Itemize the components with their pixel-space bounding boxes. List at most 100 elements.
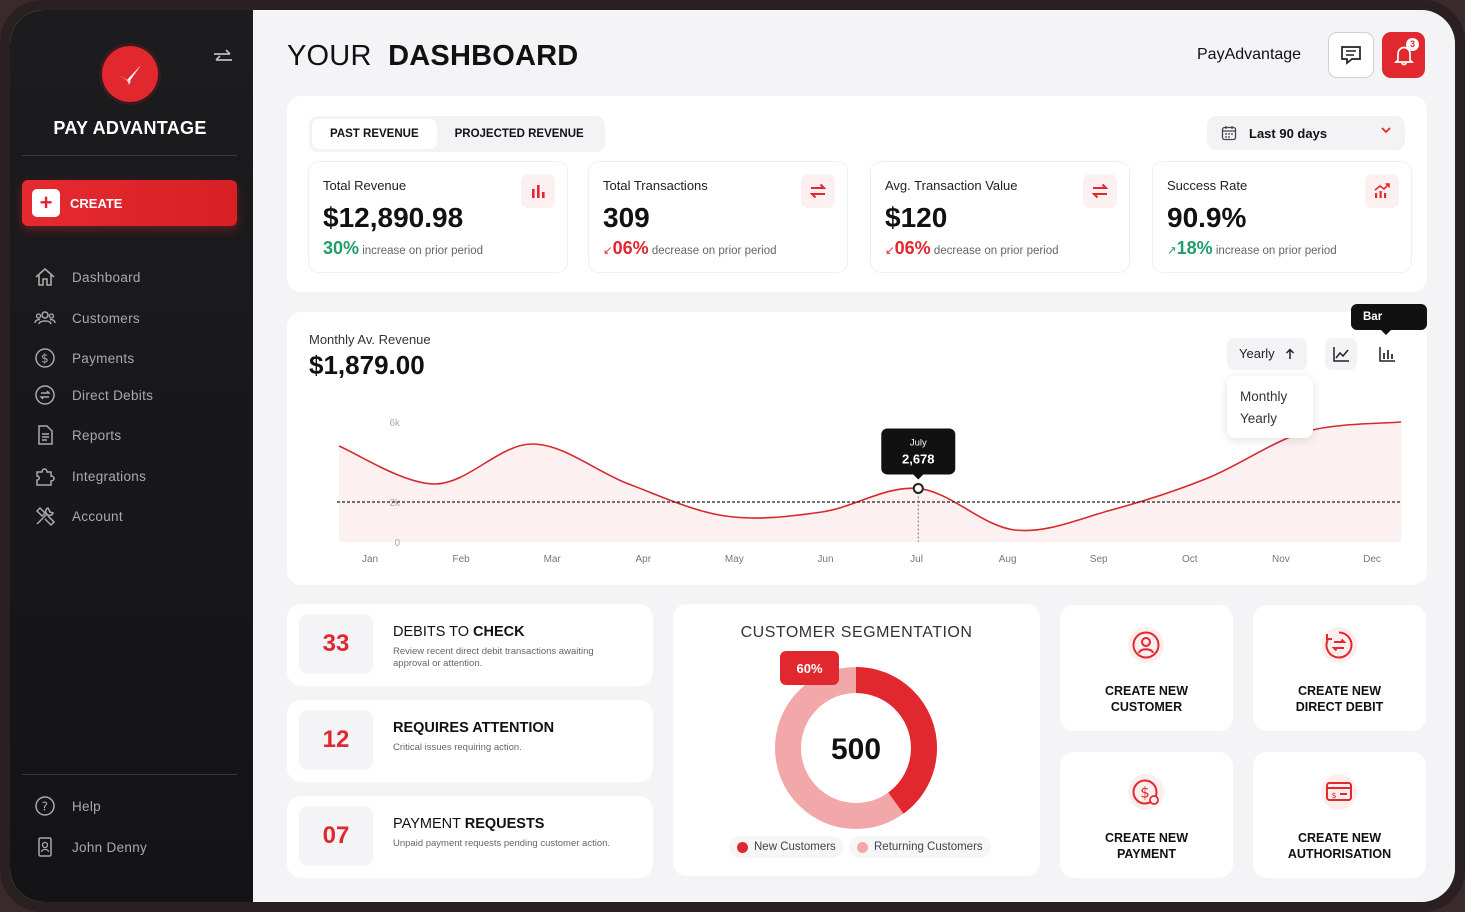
- stat-description: Review recent direct debit transactions …: [393, 646, 594, 669]
- y-tick-label: 2k: [389, 498, 401, 509]
- x-tick-label: Feb: [452, 554, 470, 565]
- header-brand: PayAdvantage: [1197, 46, 1302, 63]
- stat-title: REQUIRES ATTENTION: [393, 720, 555, 736]
- nav-item-customers[interactable]: Customers: [34, 306, 140, 330]
- action-label: CREATE NEW AUTHORISATION: [1287, 831, 1392, 861]
- help-icon: ?: [34, 795, 56, 817]
- tab-projected-revenue[interactable]: PROJECTED REVENUE: [454, 128, 584, 140]
- y-tick-label: 6k: [389, 418, 401, 429]
- action-label: CREATE NEW CUSTOMER: [1104, 684, 1189, 714]
- kpi-delta: ↙06% decrease on prior period: [603, 238, 777, 258]
- nav-label: Integrations: [72, 468, 147, 484]
- brand-logo: [102, 46, 158, 102]
- create-button[interactable]: + CREATE: [22, 180, 237, 226]
- bar-chart-icon: [521, 174, 555, 208]
- highlight-point: [912, 482, 924, 494]
- value-tooltip: [881, 428, 956, 475]
- nav-item-direct-debits[interactable]: Direct Debits: [34, 383, 153, 407]
- kpi-value: 309: [603, 202, 650, 233]
- donut-center: [802, 694, 910, 802]
- stat-description: Unpaid payment requests pending customer…: [393, 838, 611, 849]
- nav-label: Account: [72, 508, 123, 524]
- messages-button[interactable]: [1328, 32, 1374, 78]
- stat-card-attention[interactable]: 12 REQUIRES ATTENTION Critical issues re…: [287, 700, 653, 782]
- card-icon: $: [1321, 774, 1357, 810]
- collapse-sidebar-icon[interactable]: [212, 48, 234, 71]
- x-tick-label: Mar: [544, 554, 562, 565]
- donut-new-segment: [775, 667, 937, 829]
- legend-dot: [737, 841, 748, 853]
- create-authorisation-button[interactable]: $ CREATE NEW AUTHORISATION: [1253, 752, 1426, 878]
- nav-item-dashboard[interactable]: Dashboard: [34, 265, 141, 289]
- help-label: Help: [72, 798, 101, 814]
- date-range-value: Last 90 days: [1249, 125, 1328, 141]
- nav-label: Dashboard: [72, 269, 141, 285]
- bar-chart-toggle[interactable]: [1371, 338, 1403, 370]
- user-circle-icon: [1128, 627, 1164, 663]
- revenue-chart-card: Monthly Av. Revenue $1,879.00 Yearly Mon…: [287, 304, 1427, 585]
- nav-item-payments[interactable]: $ Payments: [34, 346, 134, 370]
- action-label: CREATE NEW PAYMENT: [1104, 831, 1189, 861]
- sidebar-divider: [22, 155, 237, 156]
- period-dropdown-menu: Monthly Yearly: [1227, 376, 1313, 438]
- period-select[interactable]: Yearly: [1227, 338, 1307, 370]
- x-tick-label: Aug: [999, 554, 1017, 565]
- stat-card-payment-requests[interactable]: 07 PAYMENT REQUESTS Unpaid payment reque…: [287, 796, 653, 878]
- transfer-arrows-icon: [1083, 174, 1117, 208]
- nav-item-account[interactable]: Account: [34, 504, 123, 528]
- sidebar: PAY ADVANTAGE + CREATE Dashboard Custome…: [10, 10, 253, 902]
- donut-badge-label: 60%: [796, 661, 822, 676]
- user-profile[interactable]: John Denny: [34, 835, 147, 859]
- create-direct-debit-button[interactable]: CREATE NEW DIRECT DEBIT: [1253, 605, 1426, 731]
- chart-area-fill: [339, 422, 1401, 542]
- document-icon: [34, 424, 56, 446]
- puzzle-icon: [34, 465, 56, 487]
- date-range-select[interactable]: Last 90 days: [1207, 116, 1405, 150]
- x-tick-label: Nov: [1272, 554, 1290, 565]
- app-screen: PAY ADVANTAGE + CREATE Dashboard Custome…: [10, 10, 1455, 902]
- nav-label: Direct Debits: [72, 387, 154, 403]
- kpi-value: 90.9%: [1167, 202, 1247, 233]
- bell-icon: [1393, 46, 1414, 66]
- svg-text:?: ?: [42, 800, 49, 814]
- stat-number: 12: [299, 710, 373, 770]
- kpi-avg-transaction: Avg. Transaction Value $120 ↙06% decreas…: [871, 162, 1129, 272]
- dollar-circle-icon: $: [1128, 774, 1164, 810]
- donut-total: 500: [831, 733, 881, 766]
- nav-item-reports[interactable]: Reports: [34, 423, 121, 447]
- donut-badge: [780, 651, 839, 685]
- kpi-label: Total Transactions: [603, 178, 708, 193]
- x-tick-label: Dec: [1363, 554, 1381, 565]
- create-customer-button[interactable]: CREATE NEW CUSTOMER: [1060, 605, 1233, 731]
- chart-label: Monthly Av. Revenue: [309, 332, 431, 347]
- tooltip-month: July: [910, 437, 927, 448]
- period-option-yearly[interactable]: Yearly: [1240, 411, 1278, 426]
- nav-item-integrations[interactable]: Integrations: [34, 464, 146, 488]
- stat-card-debits[interactable]: 33 DEBITS TO CHECK Review recent direct …: [287, 604, 653, 686]
- chevron-down-icon: [1381, 125, 1391, 137]
- exchange-icon: [34, 384, 56, 406]
- x-tick-label: Oct: [1182, 554, 1198, 565]
- notifications-button[interactable]: 3: [1382, 32, 1425, 78]
- page-title: YOUR DASHBOARD: [287, 40, 579, 72]
- bar-chart-tooltip: Bar Chart: [1351, 304, 1427, 349]
- nav-label: Reports: [72, 427, 122, 443]
- dollar-icon: $: [34, 347, 56, 369]
- nav-item-help[interactable]: ? Help: [34, 794, 101, 818]
- nav-label: Customers: [72, 310, 140, 326]
- y-tick-label: 0: [394, 538, 400, 549]
- line-chart-toggle[interactable]: [1325, 338, 1357, 370]
- revenue-line-chart: 0 2k 6k Jan Feb Mar Apr May Jun Jul Aug Sep Oct Nov De…: [337, 418, 1402, 565]
- x-tick-label: Sep: [1090, 554, 1108, 565]
- period-option-monthly[interactable]: Monthly: [1240, 389, 1288, 404]
- create-payment-button[interactable]: $ CREATE NEW PAYMENT: [1060, 752, 1233, 878]
- revenue-tabs: PAST REVENUE PROJECTED REVENUE: [309, 116, 605, 152]
- kpi-total-revenue: Total Revenue $12,890.98 30% increase on…: [309, 162, 567, 272]
- tab-past-revenue[interactable]: PAST REVENUE: [312, 119, 437, 149]
- sidebar-divider: [22, 774, 237, 775]
- tooltip-value: 2,678: [902, 451, 935, 466]
- series-line: [338, 421, 1402, 532]
- create-button-label: CREATE: [70, 195, 123, 211]
- notification-badge: 3: [1406, 38, 1419, 51]
- action-label: CREATE NEW DIRECT DEBIT: [1295, 684, 1384, 714]
